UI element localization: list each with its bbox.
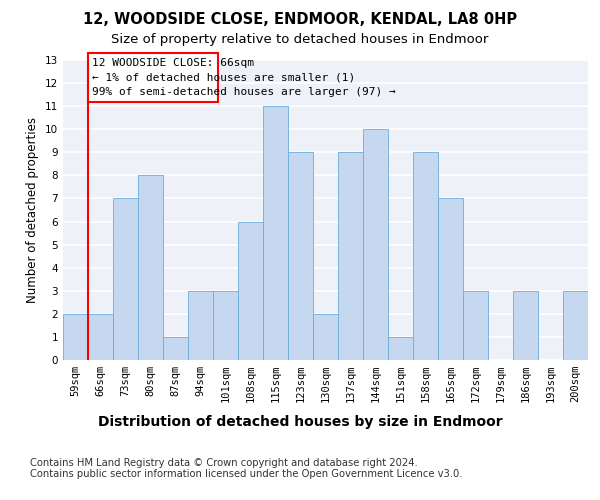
- Text: Size of property relative to detached houses in Endmoor: Size of property relative to detached ho…: [112, 32, 488, 46]
- Text: 12 WOODSIDE CLOSE: 66sqm
← 1% of detached houses are smaller (1)
99% of semi-det: 12 WOODSIDE CLOSE: 66sqm ← 1% of detache…: [92, 58, 395, 97]
- Bar: [263, 106, 288, 360]
- Bar: [188, 291, 213, 360]
- Bar: [513, 291, 538, 360]
- Bar: [88, 314, 113, 360]
- Bar: [138, 176, 163, 360]
- Bar: [213, 291, 238, 360]
- Bar: [288, 152, 313, 360]
- Text: 12, WOODSIDE CLOSE, ENDMOOR, KENDAL, LA8 0HP: 12, WOODSIDE CLOSE, ENDMOOR, KENDAL, LA8…: [83, 12, 517, 28]
- Bar: [313, 314, 338, 360]
- Bar: [338, 152, 363, 360]
- Text: Contains HM Land Registry data © Crown copyright and database right 2024.
Contai: Contains HM Land Registry data © Crown c…: [30, 458, 463, 479]
- Bar: [113, 198, 138, 360]
- Bar: [388, 337, 413, 360]
- Text: Distribution of detached houses by size in Endmoor: Distribution of detached houses by size …: [98, 415, 502, 429]
- Y-axis label: Number of detached properties: Number of detached properties: [26, 117, 40, 303]
- Bar: [88, 53, 218, 102]
- Bar: [413, 152, 438, 360]
- Bar: [238, 222, 263, 360]
- Bar: [463, 291, 488, 360]
- Bar: [63, 314, 88, 360]
- Bar: [563, 291, 588, 360]
- Bar: [438, 198, 463, 360]
- Bar: [163, 337, 188, 360]
- Bar: [363, 129, 388, 360]
